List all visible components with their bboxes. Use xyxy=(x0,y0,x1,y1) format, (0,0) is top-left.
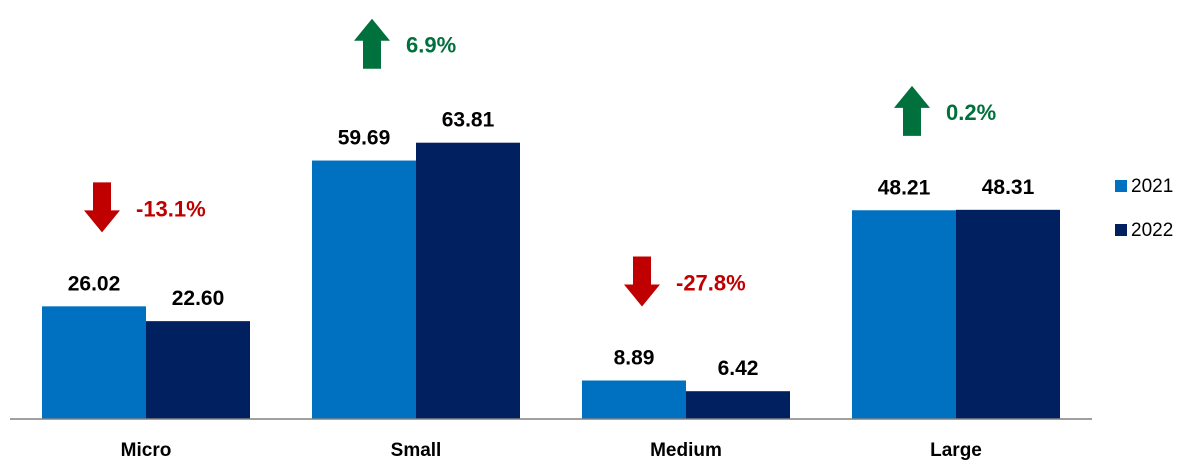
legend-label: 2022 xyxy=(1131,220,1173,241)
data-label: 48.21 xyxy=(878,176,931,199)
bar-micro-2022 xyxy=(146,321,250,419)
x-tick-label: Small xyxy=(391,440,442,461)
bar-small-2021 xyxy=(312,160,416,419)
bar-large-2022 xyxy=(956,209,1060,419)
bar-small-2022 xyxy=(416,142,520,419)
legend-label: 2021 xyxy=(1131,176,1173,197)
x-tick-label: Medium xyxy=(650,440,722,461)
x-tick-label: Micro xyxy=(121,440,172,461)
x-tick-label: Large xyxy=(930,440,982,461)
change-label: -27.8% xyxy=(676,271,746,296)
change-label: 0.2% xyxy=(946,100,996,125)
arrow-up-icon xyxy=(354,18,390,69)
bar-micro-2021 xyxy=(42,306,146,419)
change-label: -13.1% xyxy=(136,196,206,221)
arrow-up-icon xyxy=(894,85,930,136)
data-label: 22.60 xyxy=(172,287,225,310)
data-label: 6.42 xyxy=(718,357,759,380)
data-label: 48.31 xyxy=(982,176,1035,199)
data-label: 59.69 xyxy=(338,127,391,150)
arrow-down-icon xyxy=(624,256,660,307)
bar-medium-2021 xyxy=(582,380,686,419)
data-label: 63.81 xyxy=(442,109,495,132)
change-label: 6.9% xyxy=(406,33,456,58)
data-label: 8.89 xyxy=(614,347,655,370)
data-label: 26.02 xyxy=(68,272,121,295)
legend-swatch xyxy=(1115,180,1127,192)
legend-swatch xyxy=(1115,224,1127,236)
arrow-down-icon xyxy=(84,182,120,233)
bar-large-2021 xyxy=(852,210,956,419)
bar-medium-2022 xyxy=(686,391,790,419)
